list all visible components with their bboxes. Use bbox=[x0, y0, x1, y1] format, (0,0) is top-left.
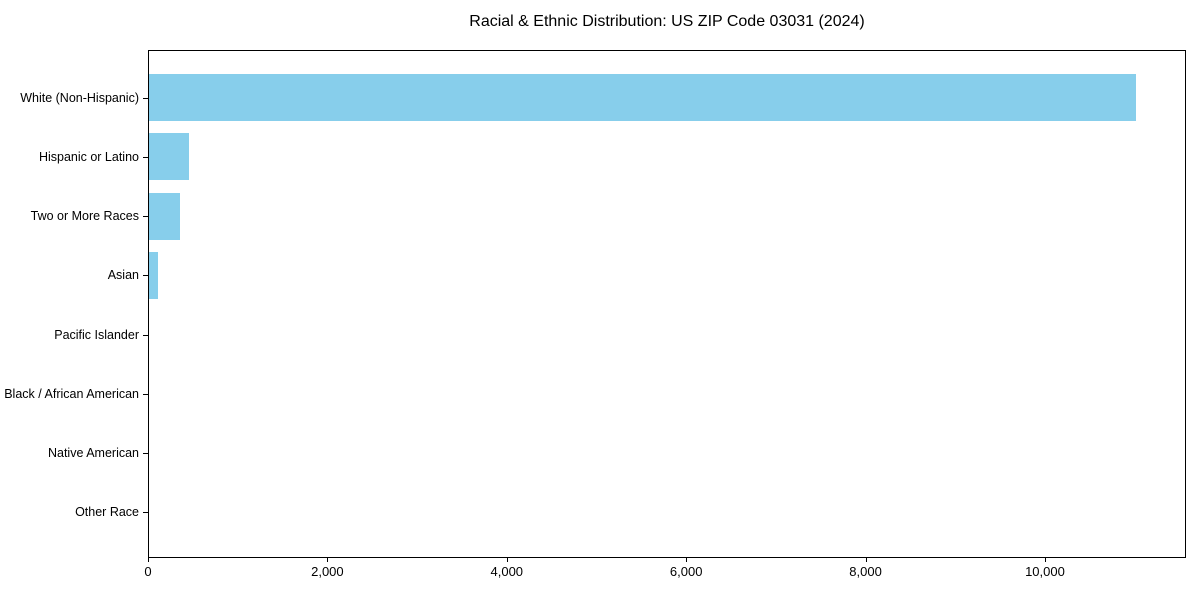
y-tick-label-white-non-hispanic: White (Non-Hispanic) bbox=[20, 90, 139, 105]
x-tick-mark bbox=[327, 558, 329, 562]
y-tick-mark bbox=[143, 275, 148, 277]
x-tick-label-0: 0 bbox=[144, 564, 152, 579]
x-tick-mark bbox=[148, 558, 149, 562]
y-tick-mark bbox=[143, 97, 148, 99]
y-tick-label-native-american: Native American bbox=[47, 446, 139, 461]
y-tick-mark bbox=[143, 216, 148, 218]
bar-two-or-more-races bbox=[149, 192, 181, 240]
y-tick-label-two-or-more-races: Two or More Races bbox=[30, 209, 139, 224]
y-tick-label-other-race: Other Race bbox=[75, 505, 139, 520]
y-tick-label-hispanic-or-latino: Hispanic or Latino bbox=[38, 149, 139, 164]
y-tick-label-black-african-american: Black / African American bbox=[4, 386, 139, 401]
chart-title: Racial & Ethnic Distribution: US ZIP Cod… bbox=[469, 13, 865, 30]
y-tick-mark bbox=[143, 512, 148, 514]
y-tick-label-pacific-islander: Pacific Islander bbox=[54, 327, 139, 342]
y-tick-mark bbox=[143, 393, 148, 395]
x-tick-mark bbox=[506, 558, 508, 562]
x-tick-label-6-000: 6,000 bbox=[669, 564, 703, 579]
bar-white-non-hispanic bbox=[149, 74, 1136, 122]
y-tick-mark bbox=[143, 156, 148, 158]
x-tick-label-8-000: 8,000 bbox=[849, 564, 882, 579]
x-tick-mark bbox=[1044, 558, 1046, 562]
x-tick-mark bbox=[865, 558, 867, 562]
y-tick-label-asian: Asian bbox=[107, 268, 139, 283]
plot-area bbox=[148, 50, 1186, 558]
x-tick-label-4-000: 4,000 bbox=[490, 564, 524, 579]
bar-asian bbox=[149, 251, 158, 299]
x-tick-label-10-000: 10,000 bbox=[1025, 564, 1065, 579]
x-tick-mark bbox=[686, 558, 688, 562]
y-tick-mark bbox=[143, 453, 148, 455]
x-tick-label-2-000: 2,000 bbox=[311, 564, 344, 579]
bar-hispanic-or-latino bbox=[149, 133, 190, 181]
y-tick-mark bbox=[143, 334, 148, 336]
